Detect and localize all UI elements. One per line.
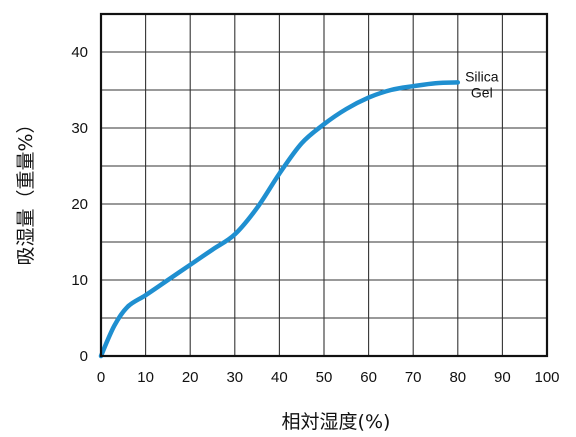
y-axis-title: 吸湿量（重量%） (15, 114, 37, 265)
y-tick-label: 20 (71, 196, 88, 213)
x-tick-label: 20 (182, 369, 199, 386)
x-tick-label: 70 (405, 369, 422, 386)
x-tick-label: 10 (137, 369, 154, 386)
x-tick-label: 100 (534, 369, 559, 386)
series-label: Silica Gel (465, 68, 499, 100)
y-tick-label: 30 (71, 120, 88, 137)
x-tick-label: 50 (316, 369, 333, 386)
plot-frame (99, 12, 549, 358)
grid (101, 14, 547, 356)
y-tick-label: 10 (71, 272, 88, 289)
x-tick-label: 40 (271, 369, 288, 386)
series-layer (98, 80, 461, 359)
x-tick-labels: 0 10 20 30 40 50 60 70 80 90 100 (97, 369, 560, 386)
x-tick-label: 30 (226, 369, 243, 386)
y-tick-labels: 0 10 20 30 40 (71, 44, 88, 365)
series-line (98, 80, 461, 359)
y-tick-label: 40 (71, 44, 88, 61)
x-axis-title: 相対湿度(%) (282, 411, 391, 433)
y-tick-label: 0 (80, 348, 88, 365)
series-labels: Silica Gel (465, 68, 499, 100)
x-tick-label: 60 (360, 369, 377, 386)
x-tick-label: 0 (97, 369, 105, 386)
x-tick-label: 90 (494, 369, 511, 386)
x-tick-label: 80 (449, 369, 466, 386)
